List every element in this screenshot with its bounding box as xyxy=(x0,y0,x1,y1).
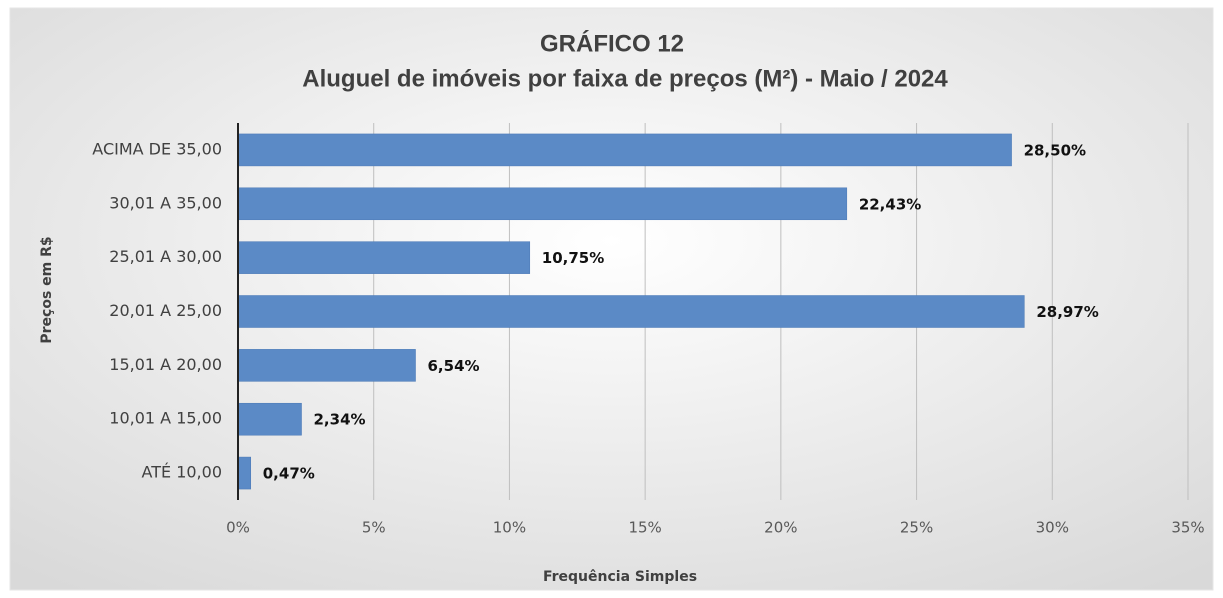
bar xyxy=(237,241,531,274)
y-tick-label: ATÉ 10,00 xyxy=(142,463,222,482)
data-label: 10,75% xyxy=(542,249,604,267)
y-axis-title: Preços em R$ xyxy=(39,236,55,343)
bar xyxy=(237,456,252,490)
y-tick-label: 15,01 A 20,00 xyxy=(109,355,222,374)
x-axis-title: Frequência Simples xyxy=(543,569,697,585)
chart-subtitle: Aluguel de imóveis por faixa de preços (… xyxy=(302,65,948,92)
x-tick-label: 15% xyxy=(628,519,661,537)
y-tick-label: 20,01 A 25,00 xyxy=(109,301,222,320)
x-tick-label: 25% xyxy=(900,519,933,537)
x-tick-label: 0% xyxy=(226,519,250,537)
chart-title: GRÁFICO 12 xyxy=(540,29,684,57)
y-tick-label: 10,01 A 15,00 xyxy=(109,409,222,428)
bar xyxy=(237,349,416,382)
bar xyxy=(237,187,848,221)
x-tick-label: 20% xyxy=(764,519,797,537)
data-label: 6,54% xyxy=(428,357,480,375)
y-tick-label: 25,01 A 30,00 xyxy=(109,247,222,266)
x-tick-label: 30% xyxy=(1036,519,1069,537)
bar xyxy=(237,133,1012,167)
data-label: 28,50% xyxy=(1024,141,1086,159)
y-tick-label: 30,01 A 35,00 xyxy=(109,193,222,212)
x-tick-label: 35% xyxy=(1171,519,1204,537)
data-label: 2,34% xyxy=(314,411,366,429)
bar xyxy=(237,402,302,436)
data-label: 0,47% xyxy=(263,465,315,483)
data-label: 28,97% xyxy=(1036,303,1098,321)
bar xyxy=(237,295,1025,328)
x-tick-label: 10% xyxy=(493,519,526,537)
x-tick-label: 5% xyxy=(362,519,386,537)
data-label: 22,43% xyxy=(859,195,921,213)
y-tick-label: ACIMA DE 35,00 xyxy=(92,139,222,158)
